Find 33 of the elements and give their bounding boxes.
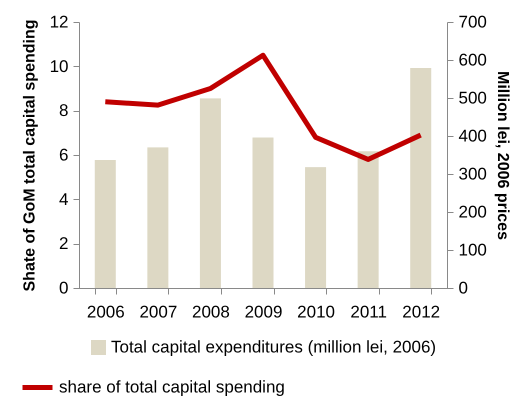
bar	[410, 68, 432, 288]
x-tick-label: 2009	[244, 302, 282, 322]
legend-label: share of total capital spending	[59, 378, 285, 396]
x-tick-label: 2011	[350, 302, 387, 322]
y-tick-label: 10	[50, 56, 68, 76]
bar	[305, 167, 326, 288]
y2-axis-title: Million lei, 2006 prices	[494, 71, 511, 240]
y2-tick-label: 600	[458, 50, 487, 70]
legend-label: Total capital expenditures (million lei, 2006)	[111, 338, 436, 356]
x-tick-label: 2012	[402, 302, 440, 322]
y2-tick-label: 300	[458, 164, 487, 184]
bar	[200, 98, 221, 288]
y-tick-label: 8	[59, 101, 68, 120]
x-tick-label: 2010	[297, 302, 335, 322]
bar	[94, 160, 116, 288]
y2-tick-label: 500	[458, 88, 487, 108]
y2-tick-label: 700	[458, 12, 487, 32]
y-tick-label: 2	[59, 234, 68, 254]
y2-tick-label: 100	[458, 240, 487, 260]
x-tick-label: 2007	[139, 302, 178, 322]
bar	[252, 138, 274, 288]
y-axis-title: Shate of GoM total capital spending	[22, 19, 39, 292]
y-tick-label: 4	[59, 190, 68, 209]
y2-tick-label: 200	[458, 202, 487, 222]
y-tick-label: 6	[59, 146, 68, 164]
bar	[147, 147, 168, 288]
y2-tick-label: 400	[458, 126, 487, 146]
x-tick-label: 2006	[86, 302, 125, 322]
y-tick-label: 12	[50, 12, 68, 32]
y2-tick-label: 0	[458, 278, 468, 298]
bar	[358, 151, 379, 288]
x-tick-label: 2008	[192, 302, 230, 322]
y-tick-label: 0	[59, 278, 68, 298]
